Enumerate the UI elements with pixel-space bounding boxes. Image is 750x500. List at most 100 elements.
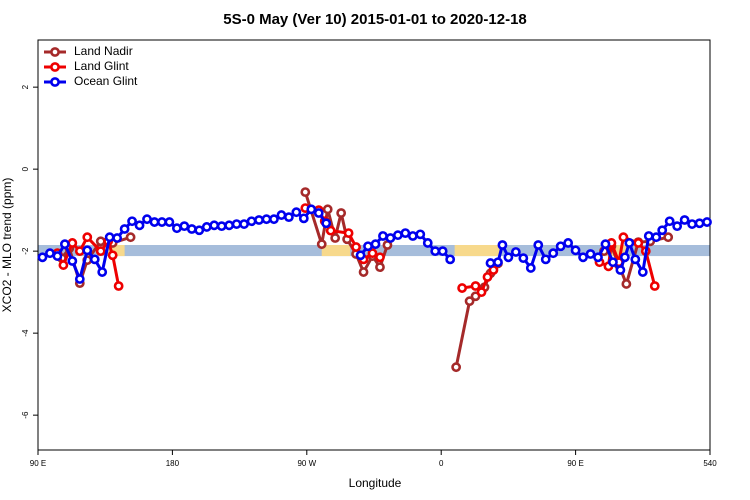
point-marker (619, 252, 630, 263)
point-marker (624, 238, 635, 248)
point-marker (343, 228, 354, 239)
point-marker (231, 219, 242, 229)
point-marker (367, 248, 378, 259)
point-marker (59, 239, 70, 250)
point-marker (261, 214, 272, 225)
point-marker (651, 232, 662, 243)
point-marker (430, 246, 441, 257)
x-tick-label: 540 (703, 459, 717, 468)
point-marker (637, 267, 648, 277)
point-marker (407, 231, 418, 241)
point-marker (378, 231, 388, 241)
point-marker (316, 239, 327, 250)
legend-marker (50, 62, 60, 72)
band-highlight (454, 245, 500, 257)
point-marker (503, 252, 514, 263)
point-marker (518, 253, 529, 264)
point-marker (578, 252, 588, 263)
point-marker (630, 254, 641, 265)
point-marker (194, 225, 205, 236)
y-tick-label: -6 (21, 411, 30, 419)
point-marker (164, 217, 175, 227)
point-marker (119, 224, 130, 234)
point-marker (125, 232, 136, 243)
point-marker (615, 265, 626, 275)
point-marker (325, 225, 336, 236)
point-marker (493, 257, 503, 268)
point-marker (618, 232, 629, 243)
point-marker (664, 216, 675, 227)
point-marker (74, 246, 85, 257)
point-marker (585, 249, 596, 259)
point-marker (355, 250, 366, 261)
x-tick-label: 90 E (567, 459, 583, 468)
point-marker (415, 229, 426, 240)
point-marker (608, 257, 618, 268)
point-marker (179, 221, 190, 232)
point-marker (392, 230, 403, 241)
point-marker (67, 238, 78, 248)
point-marker (134, 220, 145, 231)
point-marker (104, 232, 115, 243)
point-marker (672, 221, 683, 232)
point-marker (157, 217, 167, 227)
point-marker (643, 231, 654, 241)
point-marker (127, 216, 137, 227)
point-marker (224, 220, 235, 231)
point-marker (95, 246, 106, 257)
point-marker (400, 228, 411, 239)
point-marker (82, 245, 93, 256)
point-marker (239, 219, 249, 229)
point-marker (291, 207, 302, 218)
point-marker (694, 218, 705, 229)
point-marker (593, 252, 603, 263)
point-marker (321, 218, 332, 229)
point-marker (37, 252, 48, 263)
point-marker (563, 238, 574, 248)
point-marker (269, 214, 279, 225)
point-marker (113, 281, 124, 291)
point-marker (322, 204, 333, 215)
chart-title: 5S-0 May (Ver 10) 2015-01-01 to 2020-12-… (223, 11, 527, 28)
point-marker (313, 208, 324, 218)
legend-marker (50, 47, 60, 57)
point-marker (171, 223, 182, 234)
point-marker (107, 250, 118, 261)
point-marker (209, 220, 220, 231)
point-marker (216, 221, 227, 232)
point-marker (482, 272, 493, 282)
point-marker (201, 222, 212, 232)
point-marker (52, 251, 63, 261)
legend-label: Ocean Glint (74, 74, 138, 88)
point-marker (74, 274, 85, 284)
point-marker (657, 225, 668, 236)
x-tick-label: 90 E (30, 459, 46, 468)
point-marker (375, 252, 385, 263)
point-marker (149, 217, 160, 227)
point-marker (540, 254, 551, 265)
x-tick-label: 90 W (297, 459, 316, 468)
point-marker (306, 204, 317, 215)
point-marker (497, 240, 508, 250)
point-marker (485, 258, 496, 268)
point-marker (351, 242, 361, 252)
point-marker (525, 263, 536, 273)
point-marker (370, 239, 381, 250)
plot-frame (37, 39, 711, 451)
point-marker (58, 260, 69, 270)
point-marker (457, 283, 468, 293)
point-marker (679, 215, 690, 225)
y-axis-label: XCO2 - MLO trend (ppm) (0, 178, 14, 313)
point-marker (555, 241, 566, 252)
point-marker (67, 256, 78, 266)
point-marker (510, 247, 521, 257)
y-tick-label: 0 (21, 166, 30, 171)
point-marker (548, 248, 559, 259)
legend-label: Land Nadir (74, 44, 133, 58)
point-marker (570, 245, 581, 256)
point-marker (451, 362, 462, 373)
point-marker (422, 238, 433, 248)
point-marker (464, 296, 475, 307)
point-marker (95, 236, 106, 247)
point-marker (437, 246, 448, 257)
